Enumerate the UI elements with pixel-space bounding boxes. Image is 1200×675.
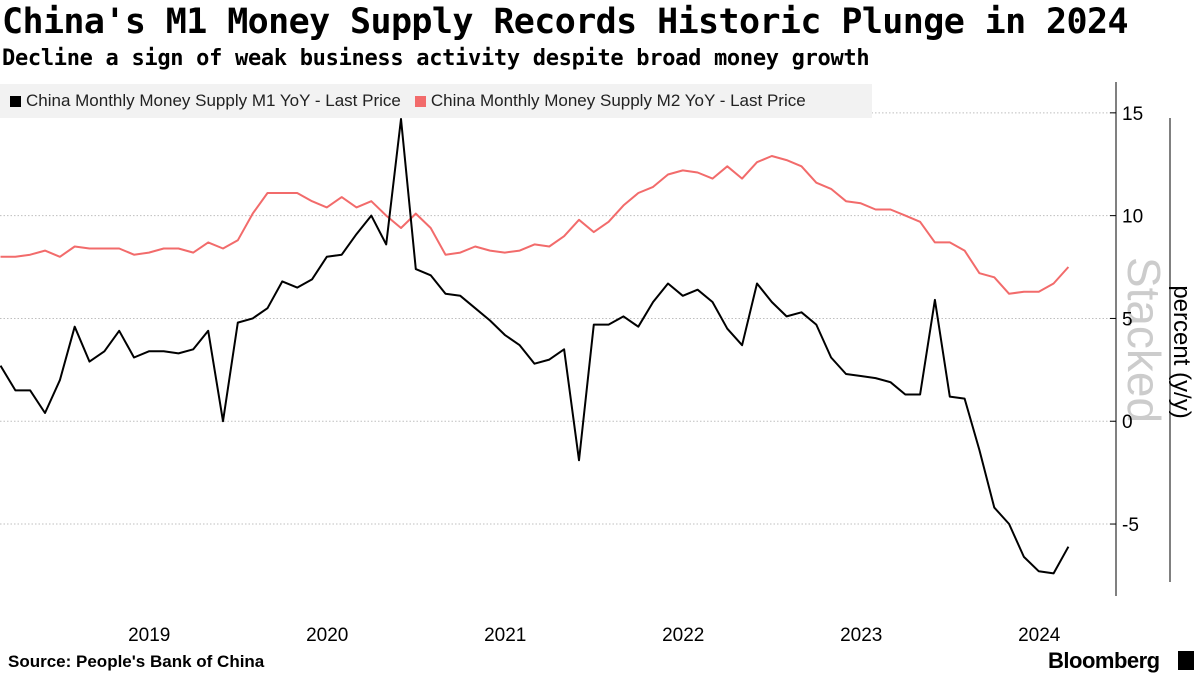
y-tick-label: 5 [1122, 309, 1133, 330]
chart-title: China's M1 Money Supply Records Historic… [2, 2, 1129, 42]
chart-subtitle: Decline a sign of weak business activity… [2, 46, 870, 71]
y-tick-label: 15 [1122, 104, 1143, 125]
x-tick-label: 2024 [1018, 625, 1061, 646]
legend-label-m2: China Monthly Money Supply M2 YoY - Last… [430, 91, 806, 110]
series-lines [0, 118, 1070, 575]
source-note: Source: People's Bank of China [8, 652, 265, 671]
bloomberg-logo-icon [1178, 651, 1194, 670]
x-tick-label: 2021 [484, 625, 526, 646]
y-tick-label: 0 [1122, 412, 1133, 433]
x-tick-label: 2023 [840, 625, 882, 646]
y-axis-ticks: -5 0 5 10 15 [1110, 104, 1143, 536]
gridlines [0, 112, 1116, 525]
x-tick-label: 2019 [128, 625, 170, 646]
x-tick-label: 2020 [306, 625, 348, 646]
series-line-m2 [0, 155, 1070, 295]
legend-swatch-m2 [414, 95, 426, 107]
legend-swatch-m1 [10, 95, 21, 107]
legend: China Monthly Money Supply M1 YoY - Last… [0, 84, 872, 118]
series-line-m1 [0, 118, 1070, 575]
legend-item-m1: China Monthly Money Supply M1 YoY - Last… [10, 91, 401, 111]
chart-watermark: Stacked [1118, 257, 1170, 423]
x-axis-ticks: 2019 2020 2021 2022 2023 2024 [128, 625, 1061, 646]
x-tick-label: 2022 [662, 625, 704, 646]
bloomberg-logo: Bloomberg [1048, 648, 1160, 673]
y-axis-label: percent (y/y) [1168, 285, 1195, 418]
y-tick-label: 10 [1122, 207, 1143, 228]
legend-label-m1: China Monthly Money Supply M1 YoY - Last… [26, 91, 401, 110]
y-tick-label: -5 [1122, 515, 1139, 536]
legend-item-m2: China Monthly Money Supply M2 YoY - Last… [414, 91, 806, 111]
